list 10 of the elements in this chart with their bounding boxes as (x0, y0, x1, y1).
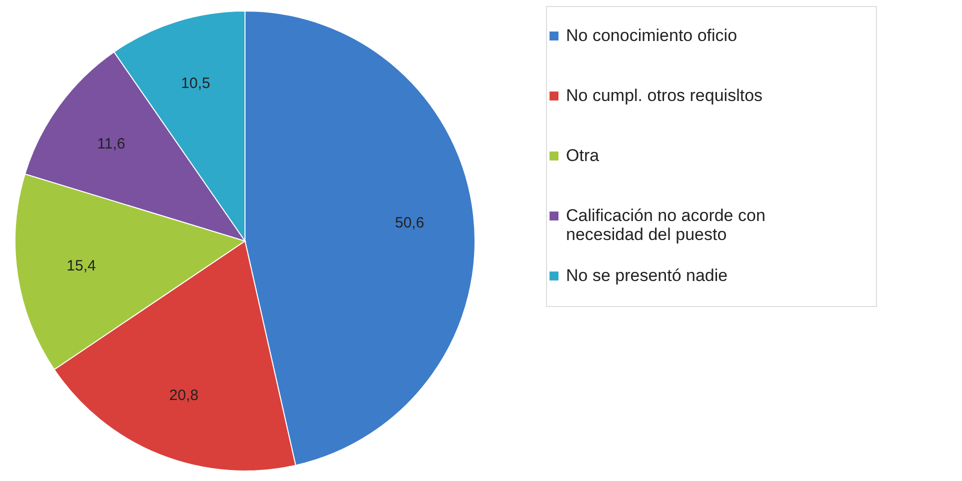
data-label: 15,4 (66, 258, 96, 275)
legend-label: No conocimiento oficio (566, 26, 738, 45)
data-label: 10,5 (181, 74, 210, 92)
legend-label: No cumpl. otros requisltos (566, 86, 763, 105)
legend-label: Calificación no acorde con necesidad del puesto (566, 206, 766, 244)
legend-label: No se presentó nadie (566, 266, 728, 285)
data-label: 11,6 (97, 135, 126, 152)
data-label: 50,6 (394, 214, 424, 232)
legend-label: Otra (566, 146, 600, 165)
data-label: 20,8 (169, 386, 198, 404)
